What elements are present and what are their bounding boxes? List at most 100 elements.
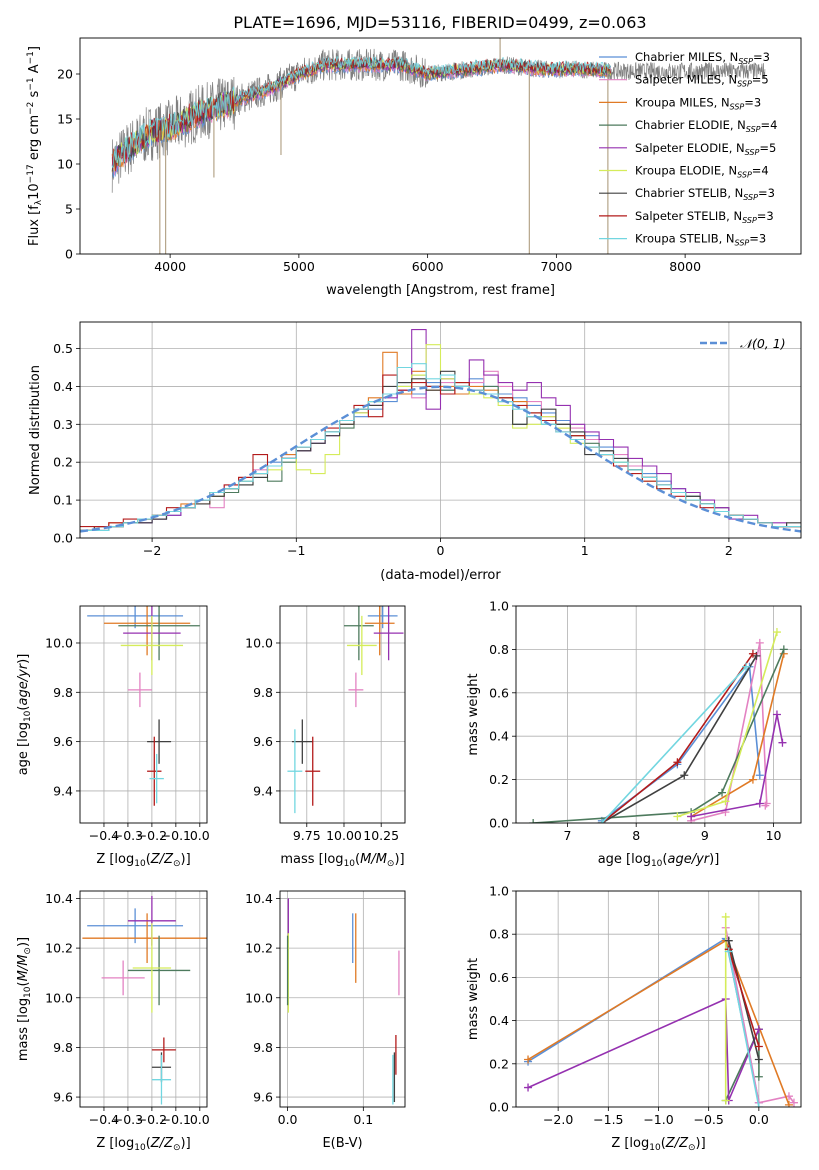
residuals-ytick-label: 0.5: [53, 341, 73, 356]
weight-point-marker: [721, 1096, 730, 1105]
normal-legend-label: 𝒩(0, 1): [740, 336, 786, 351]
residuals-xtick-label: 0: [437, 543, 445, 558]
legend-label: Salpeter ELODIE, NSSP=5: [635, 141, 776, 157]
residual-histograms: [80, 329, 801, 533]
weight-point-marker: [742, 662, 751, 671]
mass_vs_ebv-xlabel: E(B-V): [322, 1136, 362, 1151]
weight_vs_Z-xtick-label: −1.5: [593, 1112, 623, 1127]
mass_vs_Z-ytick-label: 10.2: [45, 941, 73, 956]
residuals-ytick-label: 0.2: [53, 455, 73, 470]
weight_vs_Z-xtick-label: −2.0: [543, 1112, 573, 1127]
weight_vs_age-ytick-label: 0.4: [489, 729, 509, 744]
legend-label: Kroupa ELODIE, NSSP=4: [635, 164, 769, 180]
mass_vs_Z-ytick-label: 10.4: [45, 891, 73, 906]
age_vs_mass-xlabel: mass [log10(M/M⊙)]: [280, 852, 404, 869]
weight-point-marker: [524, 1055, 533, 1064]
mass_vs_Z-xlabel: Z [log10(Z/Z⊙)]: [96, 1136, 190, 1153]
residuals-xlabel: (data-model)/error: [380, 568, 501, 583]
mass_vs_Z-xtick-label: −0.4: [89, 1112, 119, 1127]
spectrum-xtick-label: 8000: [669, 259, 701, 274]
weight-point-marker: [718, 788, 727, 797]
age_vs_Z-ytick-label: 9.4: [53, 783, 73, 798]
mass_vs_Z-ytick-label: 10.0: [45, 990, 73, 1005]
weight_vs_age-xtick-label: 7: [564, 828, 572, 843]
weight-point-marker: [748, 775, 757, 784]
weight_vs_age-xtick-label: 9: [701, 828, 709, 843]
weight-point-marker: [789, 1098, 798, 1107]
spectrum-xlabel: wavelength [Angstrom, rest frame]: [326, 283, 555, 298]
figure-title: PLATE=1696, MJD=53116, FIBERID=0499, z=0…: [233, 13, 646, 32]
weight-series-line: [601, 666, 747, 823]
mass_vs_Z-frame: [79, 890, 208, 1108]
weight-point-marker: [772, 710, 781, 719]
weight-series-line: [727, 949, 760, 1047]
residuals-xtick-label: −2: [143, 543, 161, 558]
weight_vs_age-lines: [529, 628, 788, 823]
mass_vs_ebv-xtick-label: 0.1: [353, 1112, 373, 1127]
weight-point-marker: [724, 947, 733, 956]
weight_vs_age-ytick-label: 1.0: [489, 599, 509, 614]
age_vs_mass-ytick-label: 9.6: [253, 734, 273, 749]
residuals-frame: [79, 321, 802, 539]
mass_vs_ebv-ytick-label: 10.0: [245, 990, 273, 1005]
mass_vs_Z-ytick-label: 9.8: [53, 1040, 73, 1055]
weight-series-line: [690, 714, 784, 818]
weight_vs_age-frame: [515, 605, 802, 824]
weight-point-marker: [680, 771, 689, 780]
weight_vs_age-ytick-label: 0.2: [489, 772, 509, 787]
residuals-ylabel: Normed distribution: [28, 365, 43, 495]
weight_vs_Z-frame: [515, 890, 802, 1108]
weight-point-marker: [673, 812, 682, 821]
weight-point-marker: [755, 638, 764, 647]
age_vs_Z-xtick-label: −0.1: [161, 828, 191, 843]
weight-point-marker: [755, 771, 764, 780]
weight-point-marker: [721, 797, 730, 806]
spectrum-axes: 4000 5000 6000 7000 8000 0 5 10 15 20: [57, 67, 701, 275]
weight_vs_age-ytick-label: 0.0: [489, 816, 509, 831]
normal-curve: [80, 385, 801, 533]
weight-point-marker: [755, 799, 764, 808]
residuals-axes: −2 −1 0 1 2 0.0 0.1 0.2 0.3 0.4 0.5: [53, 322, 801, 558]
weight-point-marker: [754, 1072, 763, 1081]
weight_vs_age-ytick-label: 0.6: [489, 685, 509, 700]
mass_vs_ebv-ytick-label: 10.2: [245, 941, 273, 956]
age_vs_Z-frame: [79, 605, 208, 824]
age_vs_Z-ytick-label: 9.6: [53, 734, 73, 749]
weight_vs_Z-lines: [524, 912, 798, 1107]
weight-point-marker: [597, 819, 606, 823]
weight-series-line: [527, 997, 760, 1101]
age_vs_mass-frame: [279, 605, 406, 824]
mass_vs_ebv-xtick-label: 0.0: [278, 1112, 298, 1127]
mass_vs_Z-points: [82, 895, 207, 1105]
legend-label: Kroupa STELIB, NSSP=3: [635, 232, 766, 248]
mass_vs_Z-xtick-label: −0.2: [137, 1112, 167, 1127]
mass_vs_ebv-ytick-label: 9.8: [253, 1040, 273, 1055]
weight_vs_Z-ytick-label: 1.0: [489, 884, 509, 899]
weight_vs_age-ylabel: mass weight: [466, 673, 481, 755]
age_vs_Z-xlabel: Z [log10(Z/Z⊙)]: [96, 852, 190, 869]
spectrum-model-line: [111, 56, 611, 169]
mass_vs_Z-xtick-label: −0.1: [161, 1112, 191, 1127]
weight-point-marker: [721, 912, 730, 921]
weight-point-marker: [784, 1100, 793, 1107]
weight-point-marker: [754, 1103, 763, 1107]
legend-label: Chabrier MILES, NSSP=3: [635, 50, 770, 66]
weight-point-marker: [673, 758, 682, 767]
weight-point-marker: [761, 801, 770, 810]
age_vs_mass-ytick-label: 9.8: [253, 685, 273, 700]
histogram-series: [80, 363, 801, 531]
residuals-xtick-label: 1: [581, 543, 589, 558]
spectrum-ylabel: Flux [fλ10−17 erg cm−2 s−1 A−1]: [26, 46, 44, 246]
spectrum-xtick-label: 6000: [412, 259, 444, 274]
age_vs_Z-ytick-label: 10.0: [45, 635, 73, 650]
weight_vs_age-xlabel: age [log10(age/yr)]: [598, 852, 720, 869]
mass_vs_Z-ytick-label: 9.6: [53, 1090, 73, 1105]
legend-label: Kroupa MILES, NSSP=3: [635, 95, 761, 111]
weight_vs_Z-ytick-label: 0.2: [489, 1056, 509, 1071]
weight_vs_Z-xtick-label: −0.5: [693, 1112, 723, 1127]
spectrum-xtick-label: 7000: [540, 259, 572, 274]
mass_vs_ebv-ytick-label: 10.4: [245, 891, 273, 906]
weight_vs_Z-ylabel: mass weight: [466, 958, 481, 1040]
age_vs_Z-ylabel: age [log10(age/yr)]: [16, 654, 33, 776]
weight_vs_Z-ytick-label: 0.8: [489, 927, 509, 942]
